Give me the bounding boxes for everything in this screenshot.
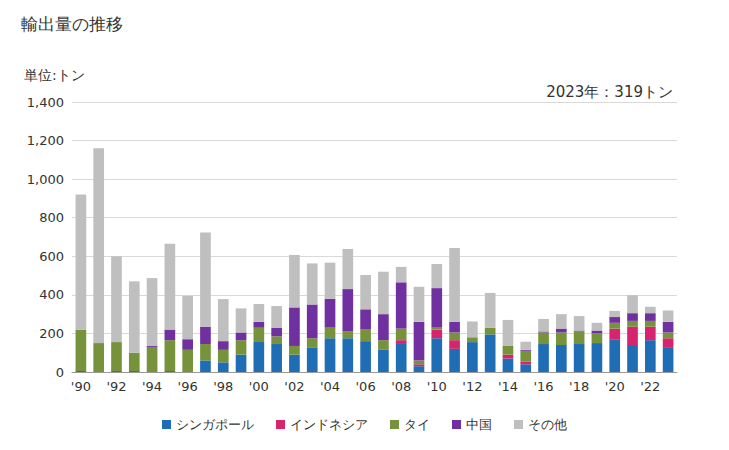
svg-text:単位:トン: 単位:トン <box>24 67 85 83</box>
svg-text:'18: '18 <box>569 379 589 394</box>
svg-text:'12: '12 <box>462 379 482 394</box>
svg-text:'06: '06 <box>356 379 376 394</box>
svg-text:'14: '14 <box>498 379 518 394</box>
svg-text:輸出量の推移: 輸出量の推移 <box>21 14 123 34</box>
svg-text:'20: '20 <box>605 379 625 394</box>
svg-text:その他: その他 <box>528 417 567 432</box>
svg-text:'96: '96 <box>178 379 198 394</box>
svg-text:'16: '16 <box>533 379 553 394</box>
svg-text:タイ: タイ <box>404 417 430 432</box>
svg-text:'90: '90 <box>71 379 91 394</box>
svg-text:インドネシア: インドネシア <box>290 417 368 432</box>
svg-text:1,000: 1,000 <box>27 172 64 187</box>
svg-text:'04: '04 <box>320 379 340 394</box>
svg-text:'10: '10 <box>427 379 447 394</box>
svg-text:中国: 中国 <box>466 417 492 432</box>
svg-text:'22: '22 <box>640 379 660 394</box>
svg-text:'92: '92 <box>106 379 126 394</box>
svg-text:'00: '00 <box>249 379 269 394</box>
svg-text:'98: '98 <box>213 379 233 394</box>
svg-text:600: 600 <box>39 249 64 264</box>
svg-text:'94: '94 <box>142 379 162 394</box>
svg-text:400: 400 <box>39 287 64 302</box>
svg-text:'02: '02 <box>284 379 304 394</box>
svg-text:200: 200 <box>39 326 64 341</box>
svg-text:シンガポール: シンガポール <box>176 417 254 432</box>
svg-text:1,200: 1,200 <box>27 133 64 148</box>
svg-text:0: 0 <box>56 365 64 380</box>
svg-text:800: 800 <box>39 210 64 225</box>
svg-text:'08: '08 <box>391 379 411 394</box>
svg-text:2023年：319トン: 2023年：319トン <box>546 83 673 101</box>
svg-text:1,400: 1,400 <box>27 95 64 110</box>
